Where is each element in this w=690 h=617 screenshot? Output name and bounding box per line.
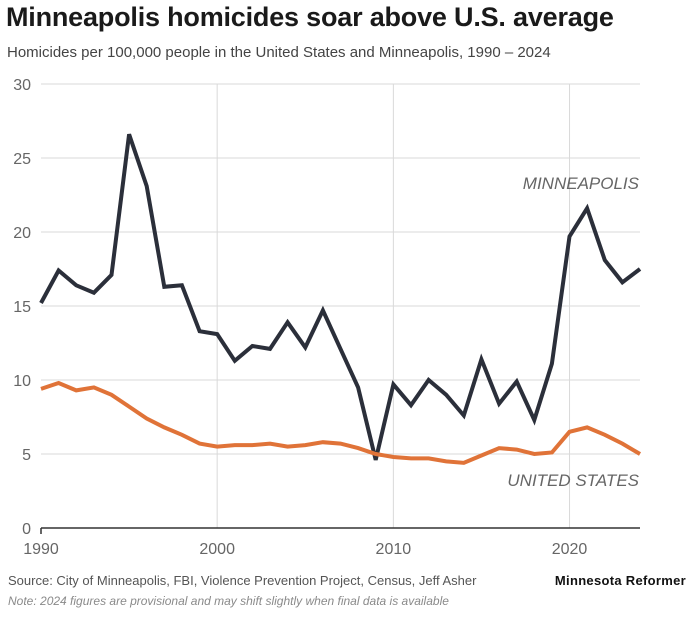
annotations: MINNEAPOLIS UNITED STATES — [507, 174, 639, 490]
chart-title: Minneapolis homicides soar above U.S. av… — [6, 2, 614, 32]
line-chart: 0 5 10 15 20 25 30 1990 2000 2010 2020 MINNEAPOLI… — [13, 77, 642, 558]
series-line-minneapolis — [39, 133, 642, 461]
chart-subtitle: Homicides per 100,000 people in the Unit… — [7, 44, 551, 61]
y-tick-label-25: 25 — [13, 151, 31, 168]
x-tick-label-2000: 2000 — [199, 541, 235, 558]
y-tick-label-15: 15 — [13, 299, 31, 316]
y-tick-label-20: 20 — [13, 225, 31, 242]
y-tick-label-30: 30 — [13, 77, 31, 94]
y-tick-label-0: 0 — [22, 521, 31, 538]
y-tick-labels: 0 5 10 15 20 25 30 — [13, 77, 31, 538]
y-tick-label-5: 5 — [22, 447, 31, 464]
x-tick-labels: 1990 2000 2010 2020 — [23, 541, 587, 558]
series-line-united-states — [40, 380, 642, 465]
y-tick-label-10: 10 — [13, 373, 31, 390]
annotation-minneapolis: MINNEAPOLIS — [523, 174, 640, 193]
source-note: Source: City of Minneapolis, FBI, Violen… — [8, 573, 477, 588]
series-lines — [39, 133, 642, 465]
provisional-note: Note: 2024 figures are provisional and m… — [8, 594, 449, 608]
annotation-united-states: UNITED STATES — [507, 471, 639, 490]
x-tick-label-1990: 1990 — [23, 541, 59, 558]
publisher-logo: Minnesota Reformer — [554, 573, 686, 588]
x-tick-label-2020: 2020 — [552, 541, 588, 558]
x-tick-label-2010: 2010 — [376, 541, 412, 558]
grid-lines — [40, 83, 640, 534]
